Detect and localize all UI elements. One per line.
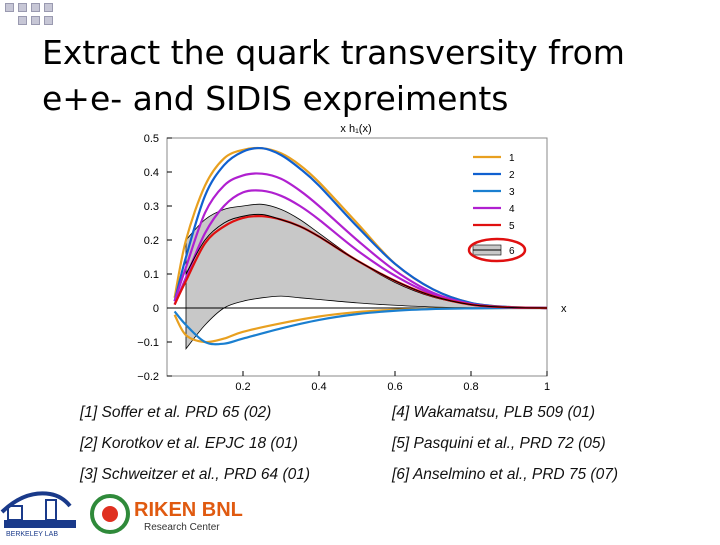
series-line-3	[173, 306, 548, 346]
legend-label-6: 6	[509, 246, 515, 257]
y-tick-label: 0.4	[144, 167, 159, 179]
plot-frame	[166, 137, 548, 377]
y-tick-label: 0.1	[144, 269, 159, 281]
y-tick-label: 0.3	[144, 201, 159, 213]
legend-label-4: 4	[509, 204, 515, 215]
x-tick-label: 0.6	[387, 381, 402, 393]
legend-label-3: 3	[509, 187, 515, 198]
reference-1: [1] Soffer et al. PRD 65 (02)	[80, 404, 272, 421]
corner-decoration	[0, 0, 60, 40]
y-tick-label: 0.2	[144, 235, 159, 247]
references: [1] Soffer et al. PRD 65 (02) [4] Wakama…	[80, 400, 680, 493]
x-tick-label: 0.4	[311, 381, 326, 393]
slide-title: Extract the quark transversity from e+e-…	[42, 33, 625, 118]
x-axis-label: x	[561, 303, 567, 315]
y-tick-label: −0.1	[137, 337, 159, 349]
legend-label-1: 1	[509, 153, 515, 164]
riken-bnl-logo: RIKEN BNL Research Center	[88, 488, 258, 540]
transversity-chart: 0.5 0.4 0.3 0.2 0.1 0 −0.1 −0.2 0.2 0.4 0.6 0.8 1 x h…	[120, 118, 580, 398]
reference-3: [3] Schweitzer et al., PRD 64 (01)	[80, 466, 311, 483]
reference-row: [3] Schweitzer et al., PRD 64 (01) [6] A…	[80, 462, 680, 493]
x-tick-label: 0.2	[235, 381, 250, 393]
svg-text:BERKELEY LAB: BERKELEY LAB	[6, 531, 58, 538]
legend-highlight-ellipse	[467, 237, 527, 263]
svg-text:Research Center: Research Center	[144, 522, 220, 533]
y-axis-label: x h₁(x)	[340, 123, 371, 135]
svg-text:RIKEN BNL: RIKEN BNL	[134, 499, 243, 521]
series-line-6	[185, 213, 548, 309]
chart-svg: 0.5 0.4 0.3 0.2 0.1 0 −0.1 −0.2 0.2 0.4 0.6 0.8 1 x h…	[137, 123, 567, 393]
reference-4: [4] Wakamatsu, PLB 509 (01)	[392, 404, 596, 421]
legend-label-5: 5	[509, 221, 515, 232]
x-tick-label: 1	[544, 381, 550, 393]
x-tick-label: 0.8	[463, 381, 478, 393]
reference-row: [2] Korotkov et al. EPJC 18 (01) [5] Pas…	[80, 431, 680, 462]
reference-6: [6] Anselmino et al., PRD 75 (07)	[392, 466, 618, 483]
y-tick-label: −0.2	[137, 371, 159, 383]
reference-2: [2] Korotkov et al. EPJC 18 (01)	[80, 435, 298, 452]
reference-5: [5] Pasquini et al., PRD 72 (05)	[392, 435, 606, 452]
reference-row: [1] Soffer et al. PRD 65 (02) [4] Wakama…	[80, 400, 680, 431]
y-tick-label: 0.5	[144, 133, 159, 145]
y-tick-label: 0	[153, 303, 159, 315]
series-line-2	[173, 146, 548, 310]
legend-label-2: 2	[509, 170, 515, 181]
berkeley-lab-logo: BERKELEY LAB	[0, 482, 80, 540]
